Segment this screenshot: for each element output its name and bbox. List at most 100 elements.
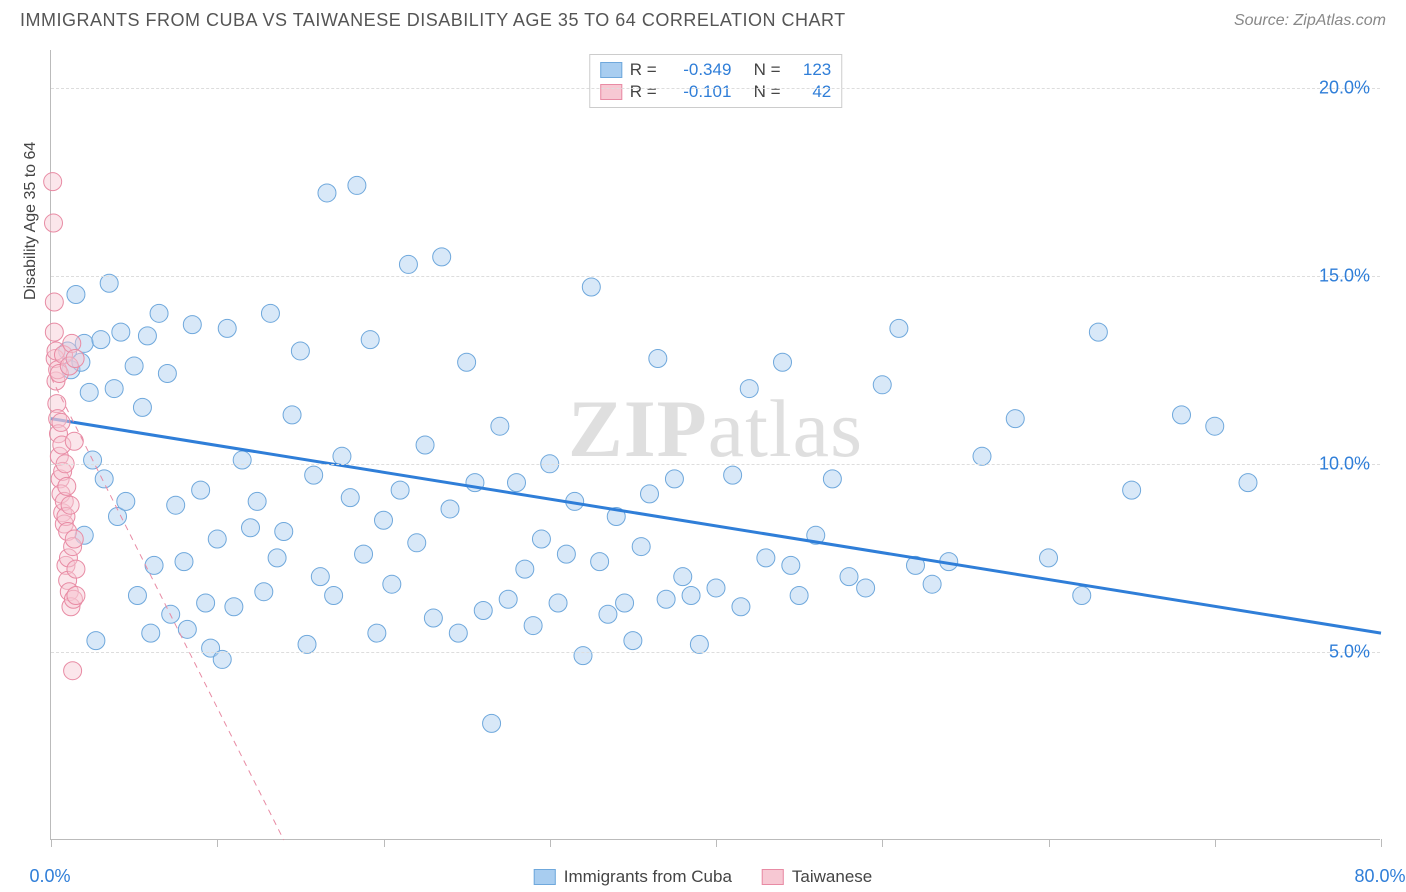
grid-line (51, 652, 1380, 653)
legend-r-label: R = (630, 82, 662, 102)
legend-r-value: -0.101 (669, 82, 731, 102)
data-point (923, 575, 941, 593)
data-point (682, 586, 700, 604)
y-tick-label: 5.0% (1329, 641, 1370, 662)
x-tick (1215, 839, 1216, 847)
x-tick-label: 0.0% (29, 866, 70, 887)
data-point (183, 316, 201, 334)
data-point (474, 602, 492, 620)
data-point (355, 545, 373, 563)
data-point (582, 278, 600, 296)
y-tick-label: 15.0% (1319, 265, 1370, 286)
data-point (105, 380, 123, 398)
grid-line (51, 276, 1380, 277)
data-point (197, 594, 215, 612)
data-point (458, 353, 476, 371)
data-point (305, 466, 323, 484)
data-point (125, 357, 143, 375)
data-point (64, 662, 82, 680)
data-point (674, 568, 692, 586)
legend-item: Taiwanese (762, 867, 872, 887)
data-point (973, 447, 991, 465)
data-point (248, 492, 266, 510)
data-point (80, 383, 98, 401)
data-point (112, 323, 130, 341)
data-point (145, 556, 163, 574)
y-tick-label: 20.0% (1319, 77, 1370, 98)
data-point (1173, 406, 1191, 424)
data-point (192, 481, 210, 499)
data-point (508, 474, 526, 492)
data-point (268, 549, 286, 567)
data-point (117, 492, 135, 510)
data-point (1239, 474, 1257, 492)
x-tick (51, 839, 52, 847)
data-point (311, 568, 329, 586)
data-point (483, 714, 501, 732)
data-point (325, 586, 343, 604)
data-point (348, 176, 366, 194)
scatter-svg (51, 50, 1380, 839)
data-point (255, 583, 273, 601)
legend-row: R = -0.101 N = 42 (600, 81, 831, 103)
data-point (599, 605, 617, 623)
data-point (591, 553, 609, 571)
data-point (128, 586, 146, 604)
x-tick (217, 839, 218, 847)
data-point (823, 470, 841, 488)
data-point (225, 598, 243, 616)
data-point (399, 255, 417, 273)
x-tick (384, 839, 385, 847)
data-point (757, 549, 775, 567)
data-point (408, 534, 426, 552)
data-point (557, 545, 575, 563)
data-point (433, 248, 451, 266)
data-point (890, 319, 908, 337)
data-point (333, 447, 351, 465)
grid-line (51, 464, 1380, 465)
data-point (361, 331, 379, 349)
legend-label: Taiwanese (792, 867, 872, 887)
data-point (782, 556, 800, 574)
y-tick-label: 10.0% (1319, 453, 1370, 474)
data-point (641, 485, 659, 503)
x-tick (550, 839, 551, 847)
legend-item: Immigrants from Cuba (534, 867, 732, 887)
chart-title: IMMIGRANTS FROM CUBA VS TAIWANESE DISABI… (20, 10, 846, 31)
data-point (391, 481, 409, 499)
legend-n-label: N = (739, 82, 785, 102)
data-point (66, 349, 84, 367)
data-point (52, 413, 70, 431)
source-label: Source: ZipAtlas.com (1234, 12, 1386, 30)
data-point (95, 470, 113, 488)
data-point (45, 323, 63, 341)
data-point (416, 436, 434, 454)
correlation-legend: R = -0.349 N = 123R = -0.101 N = 42 (589, 54, 842, 108)
data-point (424, 609, 442, 627)
data-point (142, 624, 160, 642)
data-point (44, 173, 62, 191)
data-point (242, 519, 260, 537)
trend-line (51, 377, 284, 840)
data-point (67, 586, 85, 604)
data-point (87, 632, 105, 650)
data-point (857, 579, 875, 597)
data-point (449, 624, 467, 642)
data-point (383, 575, 401, 593)
data-point (441, 500, 459, 518)
x-tick-label: 80.0% (1354, 866, 1405, 887)
data-point (275, 523, 293, 541)
data-point (318, 184, 336, 202)
data-point (158, 365, 176, 383)
data-point (1006, 410, 1024, 428)
data-point (233, 451, 251, 469)
data-point (632, 538, 650, 556)
grid-line (51, 88, 1380, 89)
data-point (375, 511, 393, 529)
plot-area: ZIPatlas R = -0.349 N = 123R = -0.101 N … (50, 50, 1380, 840)
data-point (624, 632, 642, 650)
data-point (67, 560, 85, 578)
data-point (175, 553, 193, 571)
data-point (261, 304, 279, 322)
data-point (524, 617, 542, 635)
